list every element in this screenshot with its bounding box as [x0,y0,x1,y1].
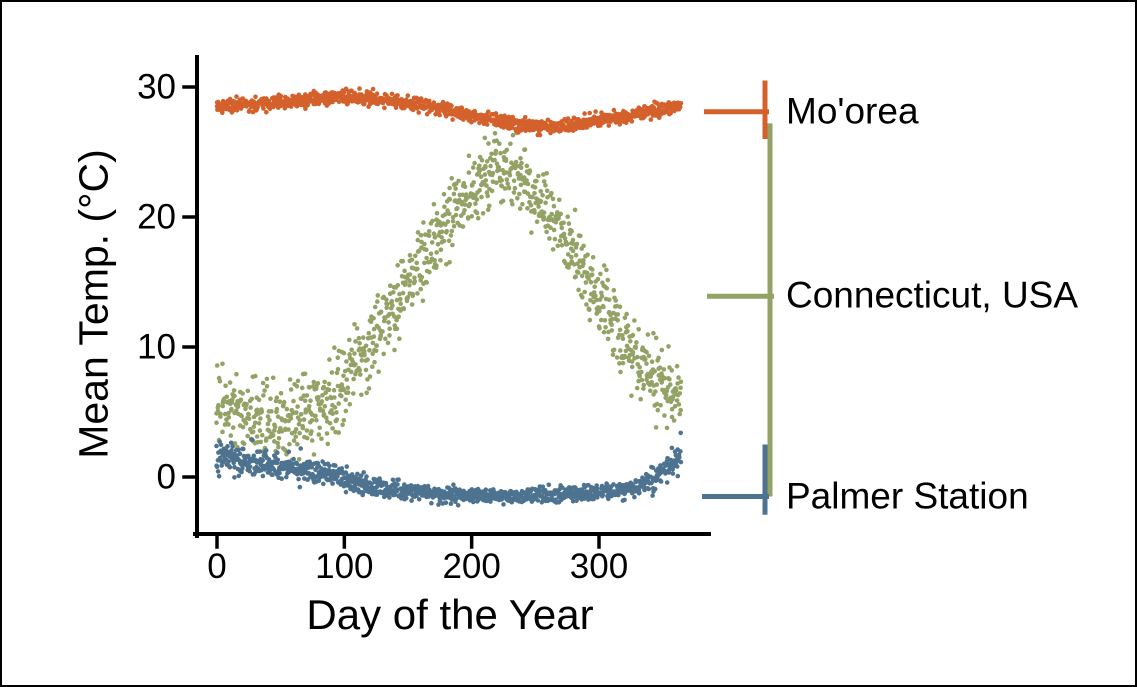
series-points-palmer-station [214,430,684,508]
x-axis-title: Day of the Year [306,591,594,638]
series-points-mo-orea [214,86,684,138]
axes [182,55,711,549]
y-tick-label: 0 [156,457,176,497]
y-tick-label: 20 [137,197,176,237]
x-tick-label: 300 [569,547,629,586]
x-tick-label: 0 [207,547,227,586]
range-bracket-connecticut-usa [707,123,774,497]
x-tick-label: 100 [315,547,374,586]
y-tick-label: 10 [137,327,176,367]
range-bracket-mo-orea [704,80,769,139]
series-label-connecticut-usa: Connecticut, USA [786,274,1079,316]
series-label-moorea: Mo'orea [786,90,919,132]
series-points-connecticut-usa [214,130,684,471]
x-tick-label: 200 [442,547,501,586]
series-label-palmer-station: Palmer Station [786,475,1029,517]
y-axis-title: Mean Temp. (°C) [70,149,117,459]
range-bracket-palmer-station [702,444,769,515]
y-tick-label: 30 [137,67,176,107]
